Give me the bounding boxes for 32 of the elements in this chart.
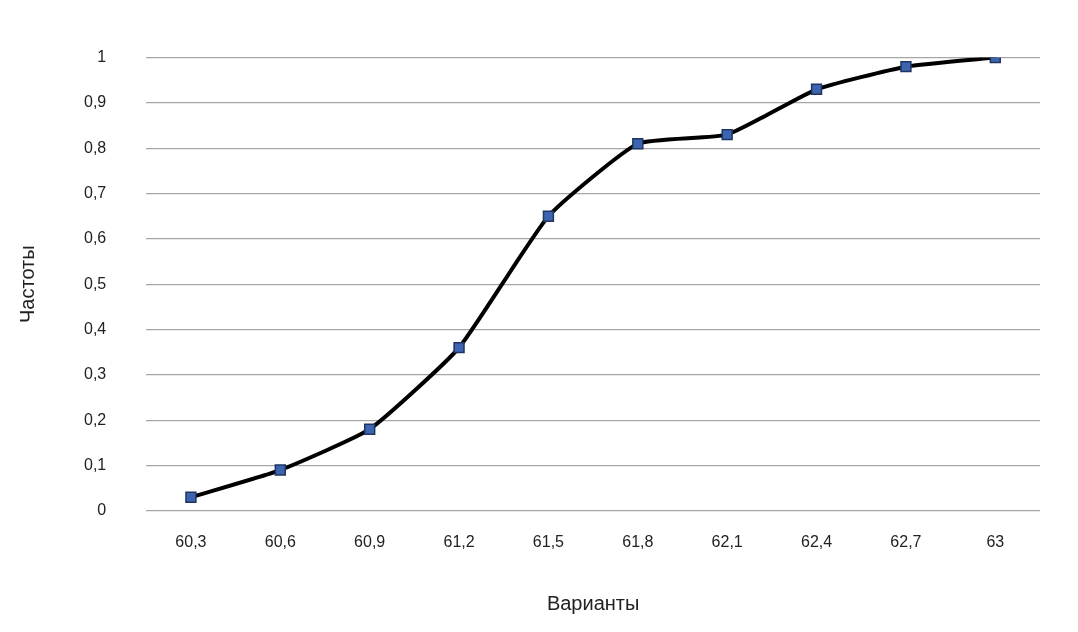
y-tick-label: 0,6: [83, 229, 107, 247]
point: [274, 464, 287, 476]
x-axis-title: Варианты: [546, 591, 640, 614]
y-tick-label: 0,7: [83, 183, 107, 201]
x-tick-label: 60,3: [175, 532, 207, 550]
y-tick-label: 0,8: [83, 138, 107, 156]
x-tick-label: 62,7: [890, 532, 922, 550]
y-tick-label: 0: [97, 501, 107, 519]
x-tick-label: 63: [986, 532, 1005, 550]
y-tick-label: 0,3: [83, 365, 107, 383]
x-tick-label: 61,8: [622, 532, 654, 550]
point: [900, 60, 912, 73]
x-tick-label: 61,2: [443, 532, 475, 550]
x-tick-label: 62,1: [711, 532, 743, 550]
point: [810, 83, 823, 96]
y-axis-title: Частоты: [15, 245, 38, 323]
point: [542, 210, 555, 222]
point: [721, 128, 733, 141]
x-tick-label: 60,6: [264, 532, 296, 550]
y-tick-label: 0,4: [83, 319, 107, 337]
y-tick-label: 0,2: [83, 410, 107, 428]
y-tick-label: 0,5: [83, 274, 107, 292]
point: [363, 423, 376, 435]
point: [185, 491, 197, 503]
point: [632, 138, 644, 150]
y-tick-label: 0,1: [83, 455, 107, 473]
x-tick-label: 60,9: [354, 532, 386, 550]
y-tick-label: 0,9: [83, 93, 107, 111]
x-tick-label: 61,5: [532, 532, 565, 550]
point: [453, 341, 465, 354]
x-tick-label: 62,4: [800, 532, 833, 550]
y-tick-label: 1: [97, 48, 107, 66]
